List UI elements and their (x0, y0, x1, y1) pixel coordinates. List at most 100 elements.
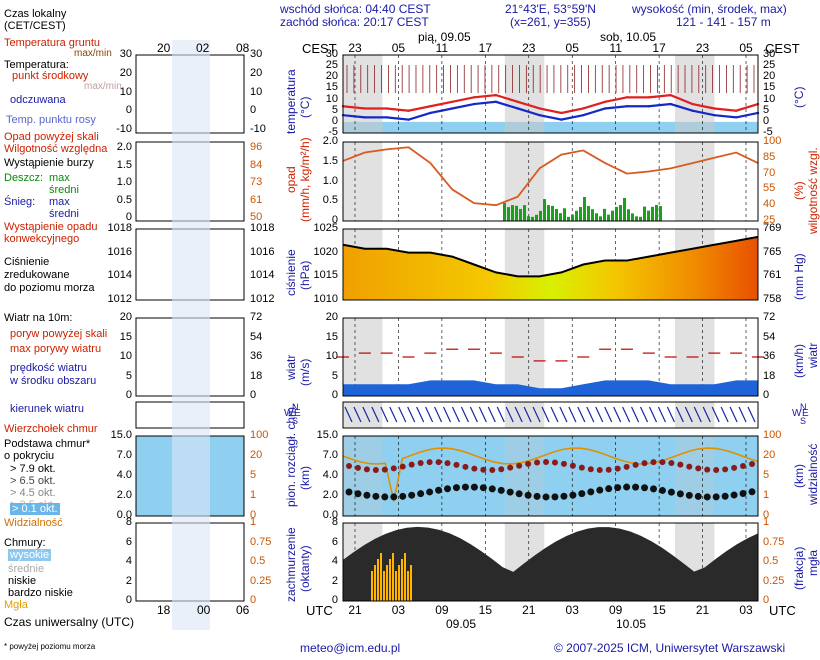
wind-tick: 0 (331, 389, 338, 401)
night-band (343, 55, 383, 133)
legend-press-tick-right: 1012 (250, 293, 275, 305)
legend-rain-max: max (49, 172, 70, 184)
pressure-area (343, 236, 758, 300)
cloud-base-dot (560, 492, 568, 500)
wind-arrow (478, 406, 487, 423)
utc-tick: 21 (695, 603, 710, 617)
cloud-base-dot (470, 483, 478, 491)
wind-arrow (577, 406, 586, 423)
wind-arrow (639, 406, 649, 423)
rain-bar (507, 207, 510, 221)
cloud-top-dot (498, 466, 505, 473)
wind-arrow (711, 406, 720, 423)
utc-tick: 15 (478, 603, 493, 617)
temp-tick-left: 30 (325, 48, 338, 60)
utc-tick: 21 (522, 603, 536, 617)
legend-temp-tick-right: 30 (250, 48, 263, 60)
night-band (675, 402, 715, 428)
rain-bar (643, 206, 646, 221)
point-temperature (647, 96, 650, 99)
legend-temp-tick: 30 (119, 48, 132, 60)
point-temperature (538, 107, 541, 110)
legend-temp-maxmin: max/min (84, 81, 122, 92)
rain-bar (539, 210, 542, 221)
wind-tick: 15 (325, 330, 338, 343)
cloud-base-dot (426, 488, 434, 496)
axis-visibility: widzialność (806, 443, 820, 505)
wind-arrow (398, 406, 407, 423)
legend-rain: Deszcz: (4, 172, 44, 184)
wind-arrow (442, 406, 452, 423)
cest-tick: 05 (739, 41, 753, 55)
axis-cloud-unit: (km) (298, 466, 312, 490)
wind-arrow (541, 406, 550, 423)
legend-rain-mean: średni (49, 184, 79, 196)
legend-wind-kmh-tick: 36 (250, 350, 263, 362)
wind-arrow (702, 406, 711, 423)
night-band (504, 402, 545, 428)
cloud-base-dot (730, 491, 738, 499)
cloud-top-dot (713, 466, 720, 473)
coords-text: 21°43'E, 53°59'N (505, 2, 596, 16)
footer-email[interactable]: meteo@icm.edu.pl (300, 641, 401, 655)
cloud-top-dot (641, 460, 648, 467)
cloud-top-dot (731, 464, 738, 471)
rain-bar (655, 205, 658, 221)
legend-fog-tick: 1 (250, 516, 257, 528)
wind-tick-kmh: 54 (763, 330, 776, 343)
fog-tick: 0.75 (763, 535, 785, 548)
legend-soil-temp: Temperatura gruntu (4, 37, 100, 49)
cloud-base-dot (641, 484, 649, 492)
point-felt (603, 107, 607, 110)
legend-fog-tick: 0.5 (250, 555, 266, 567)
series-pressure (342, 235, 759, 278)
precip-tick: 1.0 (322, 174, 338, 187)
legend-wind-dir: kierunek wiatru (10, 403, 84, 415)
cloud-top-dot (578, 464, 585, 471)
legend-press-tick: 1018 (107, 222, 132, 234)
point-felt (625, 105, 629, 108)
temp-tick-right: 10 (763, 92, 776, 105)
point-felt (669, 102, 672, 106)
legend-press-tick: 1014 (107, 269, 132, 282)
legend-press-tick: 1016 (107, 245, 132, 258)
point-felt (647, 105, 650, 108)
night-band (343, 436, 383, 516)
legend-vis-tick: 5 (250, 469, 257, 481)
fog-bar (374, 565, 376, 601)
cloud-base-dot (578, 490, 586, 498)
point-felt (560, 118, 563, 121)
cloud-top-dot (435, 459, 442, 466)
wind-arrow (380, 406, 389, 423)
visibility-line (342, 447, 759, 502)
cloud-top-dot (677, 461, 684, 468)
cloud-cover-area (343, 526, 758, 601)
wind-tick: 5 (331, 369, 338, 382)
main-marks (337, 54, 764, 602)
legend-cloud-base1: Podstawa chmur* (4, 438, 91, 450)
cloud-top-dot (372, 466, 379, 473)
panel-cloud (343, 436, 758, 516)
rain-bar (647, 210, 650, 221)
utc-label-left: UTC (306, 603, 333, 618)
legend-press-tick-right: 1014 (250, 269, 275, 282)
night-band (504, 55, 545, 133)
legend-tick-20: 20 (157, 41, 171, 55)
cloud-base-dot (452, 484, 460, 492)
cest-tick: 17 (478, 41, 493, 55)
cloud-top-dot (650, 459, 657, 466)
cloud-base-dot (461, 483, 469, 491)
cest-tick: 17 (652, 41, 666, 55)
fog-bar (407, 571, 409, 601)
axis-precip: opad (284, 166, 298, 193)
axis-fog: mgła (806, 549, 820, 576)
axis-pressure-unit2: (mm Hg) (792, 253, 806, 300)
rain-bar (639, 216, 642, 221)
sunrise-text: wschód słońca: 04:40 CEST (280, 2, 431, 16)
cloud-top-dot (740, 462, 747, 469)
wind-arrow (586, 406, 595, 423)
legend-cloud-tick: 7.0 (116, 449, 132, 461)
cloud-base-dot (372, 492, 380, 500)
wind-arrow (389, 406, 398, 423)
rain-bar (503, 203, 506, 221)
